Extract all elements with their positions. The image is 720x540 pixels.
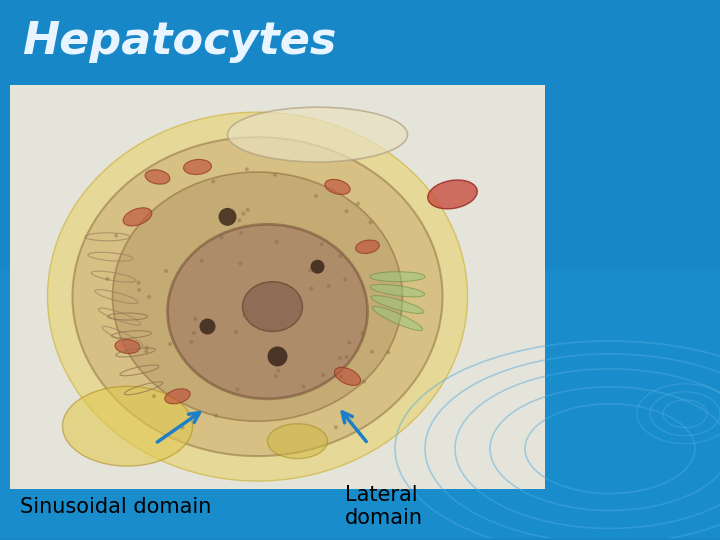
Ellipse shape	[164, 269, 168, 273]
Ellipse shape	[220, 235, 223, 240]
Ellipse shape	[48, 112, 467, 481]
Ellipse shape	[218, 208, 236, 226]
Ellipse shape	[370, 285, 425, 297]
Ellipse shape	[199, 259, 204, 262]
Ellipse shape	[325, 179, 350, 194]
Ellipse shape	[299, 309, 302, 314]
Ellipse shape	[321, 373, 325, 377]
Ellipse shape	[372, 307, 423, 330]
Ellipse shape	[338, 254, 342, 258]
Ellipse shape	[189, 340, 194, 344]
Ellipse shape	[302, 384, 305, 389]
Ellipse shape	[238, 219, 241, 222]
Ellipse shape	[369, 220, 372, 224]
Ellipse shape	[274, 374, 278, 378]
Ellipse shape	[327, 284, 330, 288]
Ellipse shape	[274, 240, 279, 244]
Ellipse shape	[345, 210, 348, 213]
Ellipse shape	[235, 388, 239, 392]
Ellipse shape	[112, 172, 402, 421]
Ellipse shape	[314, 194, 318, 198]
Ellipse shape	[147, 295, 151, 299]
Ellipse shape	[345, 355, 348, 359]
Ellipse shape	[194, 317, 197, 321]
Ellipse shape	[243, 282, 302, 332]
Ellipse shape	[152, 394, 156, 398]
Ellipse shape	[123, 208, 152, 226]
Ellipse shape	[320, 242, 323, 246]
Ellipse shape	[334, 425, 338, 429]
Bar	[10, 85, 545, 489]
Ellipse shape	[145, 346, 149, 350]
Ellipse shape	[211, 179, 215, 184]
Ellipse shape	[243, 314, 246, 318]
Ellipse shape	[356, 240, 379, 253]
Ellipse shape	[347, 341, 351, 345]
Ellipse shape	[165, 389, 190, 404]
Text: Lateral
domain: Lateral domain	[345, 484, 423, 528]
Ellipse shape	[310, 260, 325, 274]
Ellipse shape	[105, 277, 109, 281]
Ellipse shape	[268, 347, 287, 367]
Ellipse shape	[245, 167, 249, 171]
Ellipse shape	[239, 231, 243, 235]
Ellipse shape	[199, 319, 215, 334]
Text: Hepatocytes: Hepatocytes	[22, 21, 336, 63]
Ellipse shape	[246, 208, 250, 212]
Bar	[0, 0, 720, 78]
Ellipse shape	[115, 340, 140, 354]
Ellipse shape	[428, 180, 477, 209]
Ellipse shape	[339, 374, 343, 379]
Bar	[0, 269, 720, 538]
Ellipse shape	[181, 426, 184, 430]
Ellipse shape	[137, 281, 140, 285]
Text: Sinusoidal domain: Sinusoidal domain	[20, 496, 212, 516]
Ellipse shape	[343, 278, 347, 281]
Ellipse shape	[73, 137, 443, 456]
Ellipse shape	[214, 414, 218, 418]
Ellipse shape	[241, 212, 246, 215]
Ellipse shape	[114, 234, 118, 238]
Ellipse shape	[234, 330, 238, 334]
Ellipse shape	[145, 170, 170, 184]
Ellipse shape	[308, 268, 312, 273]
Ellipse shape	[137, 288, 141, 292]
Ellipse shape	[168, 224, 367, 399]
Ellipse shape	[144, 349, 148, 353]
Ellipse shape	[310, 287, 313, 291]
Ellipse shape	[63, 386, 192, 466]
Ellipse shape	[184, 159, 212, 174]
Ellipse shape	[238, 261, 242, 265]
Ellipse shape	[334, 367, 361, 386]
Ellipse shape	[228, 107, 408, 162]
Ellipse shape	[276, 369, 280, 373]
Ellipse shape	[338, 356, 342, 360]
Ellipse shape	[371, 295, 424, 314]
Ellipse shape	[356, 201, 360, 206]
Ellipse shape	[273, 173, 277, 177]
Ellipse shape	[362, 380, 366, 384]
Ellipse shape	[386, 350, 390, 354]
Ellipse shape	[360, 332, 364, 335]
Ellipse shape	[370, 272, 425, 282]
Ellipse shape	[168, 342, 172, 346]
Ellipse shape	[370, 350, 374, 354]
Ellipse shape	[192, 331, 196, 335]
Ellipse shape	[268, 424, 328, 458]
